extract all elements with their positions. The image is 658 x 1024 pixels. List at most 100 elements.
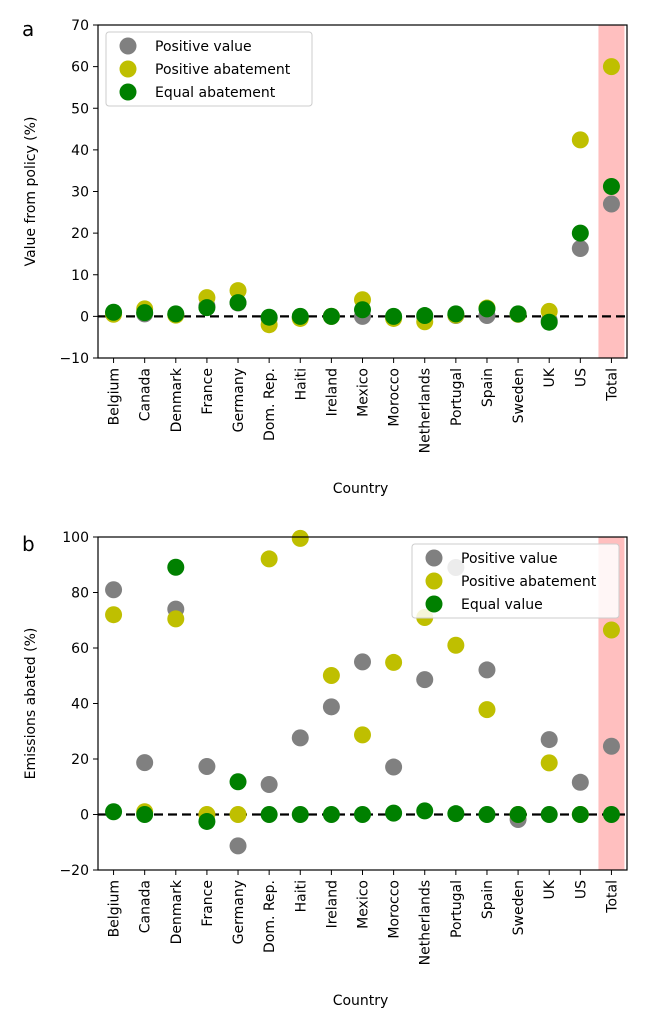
point-equal-value-belgium [105,803,123,821]
point-positive-value-france [198,757,216,775]
point-equal-value-sweden [509,806,527,823]
y-tick-label: 50 [71,101,89,117]
point-equal-abatement-france [198,299,216,317]
x-tick-label: Ireland [324,880,340,928]
point-positive-value-spain [478,661,496,679]
x-tick-label: Haiti [293,880,309,912]
x-tick-label: Portugal [449,368,465,426]
legend-label: Positive abatement [155,62,291,78]
y-axis-label: Emissions abated (%) [23,628,39,780]
point-equal-abatement-sweden [509,305,527,323]
point-equal-value-portugal [447,805,465,823]
point-positive-value-dom-rep- [260,776,278,794]
point-positive-value-uk [540,731,558,749]
point-equal-abatement-uk [540,313,558,331]
legend-marker [119,37,137,55]
x-tick-label: US [573,880,589,899]
panel-label-a: a [22,17,34,41]
x-tick-label: Belgium [107,880,123,937]
point-equal-abatement-belgium [105,303,123,321]
point-equal-value-france [198,812,216,830]
chart-a: −10 0 10 20 30 40 50 60 70 Belgium Canada Denmark Fr… [23,18,628,497]
x-tick-label: France [200,880,216,927]
point-positive-abatement-total [602,621,620,639]
point-positive-abatement-mexico [354,726,371,744]
y-tick-label: 100 [62,530,89,546]
point-positive-value-belgium [105,581,123,599]
point-equal-abatement-canada [136,304,154,322]
point-equal-value-mexico [354,806,371,823]
point-equal-value-uk [540,806,558,823]
point-equal-value-germany [229,773,247,791]
x-tick-label: Dom. Rep. [262,368,278,441]
point-positive-abatement-ireland [322,666,340,684]
legend-label: Equal abatement [155,85,276,101]
y-tick-label: 60 [71,60,89,76]
legend-box [105,31,313,107]
point-equal-abatement-denmark [167,305,185,323]
point-positive-abatement-dom-rep- [260,550,278,568]
x-tick-label: Belgium [107,368,123,425]
y-tick-label: 10 [71,268,89,284]
point-positive-value-morocco [385,758,403,776]
x-tick-label: Denmark [169,367,185,432]
x-tick-label: Canada [138,880,154,933]
legend: Positive value Positive abatement Equal ab… [105,31,313,107]
x-axis-label: Country [333,993,389,1009]
legend-label: Positive value [155,39,252,55]
x-tick-label: Canada [138,368,154,421]
y-tick-label: 0 [80,808,89,824]
x-tick-label: UK [542,367,558,387]
x-tick-label: Mexico [356,368,372,417]
x-tick-label: US [573,368,589,387]
point-positive-value-netherlands [416,671,434,689]
point-equal-value-canada [136,806,154,823]
legend-label: Positive value [461,551,558,567]
y-tick-label: 60 [71,641,89,657]
x-tick-label: Germany [231,880,247,944]
point-positive-abatement-belgium [105,606,123,624]
point-equal-value-spain [478,806,496,823]
x-axis-label: Country [333,481,389,497]
y-tick-label: 30 [71,185,89,201]
point-positive-abatement-germany [229,282,247,300]
point-positive-value-us [571,773,589,791]
y-tick-label: 40 [71,697,89,713]
point-equal-abatement-morocco [385,307,403,325]
point-equal-abatement-dom-rep- [260,308,278,326]
point-equal-abatement-mexico [354,301,371,319]
point-equal-value-morocco [385,804,403,822]
y-tick-label: −20 [59,863,89,879]
x-tick-label: Sweden [511,368,527,423]
x-tick-label: Spain [480,368,496,407]
point-equal-value-netherlands [416,802,434,820]
point-equal-abatement-portugal [447,305,465,323]
point-positive-value-mexico [354,653,371,671]
x-tick-label: Netherlands [418,368,434,453]
legend-marker [425,595,443,613]
point-equal-abatement-germany [229,294,247,312]
legend-marker [119,60,137,78]
legend-box [411,543,620,619]
point-positive-value-canada [136,754,154,772]
point-positive-abatement-morocco [385,653,403,671]
y-tick-label: −10 [59,351,89,367]
point-equal-abatement-haiti [291,307,309,325]
point-positive-abatement-spain [478,701,496,719]
point-equal-abatement-netherlands [416,307,434,325]
point-equal-abatement-ireland [322,307,340,325]
point-positive-abatement-denmark [167,610,185,628]
point-positive-value-haiti [291,729,309,747]
x-tick-label: UK [542,879,558,899]
x-tick-label: Portugal [449,880,465,938]
legend-marker [425,549,443,567]
x-tick-label: Mexico [356,880,372,929]
point-positive-value-us [571,240,589,258]
x-tick-label: Morocco [387,368,403,427]
y-tick-label: 20 [71,752,89,768]
point-equal-abatement-us [571,224,589,242]
point-equal-abatement-total [602,178,620,196]
x-tick-label: Sweden [511,880,527,935]
x-tick-label: Netherlands [418,880,434,965]
